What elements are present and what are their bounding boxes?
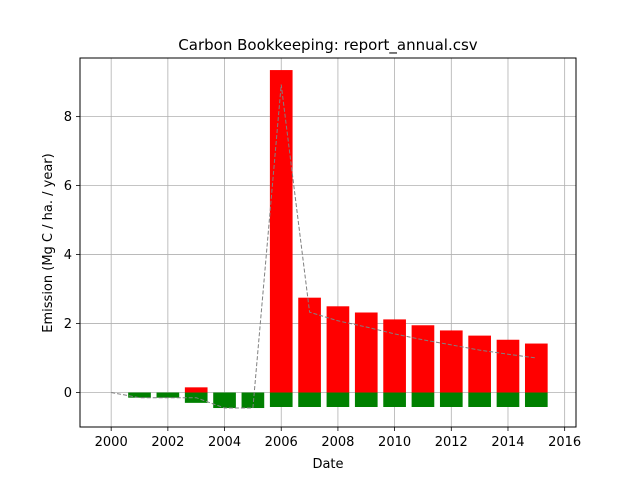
uptake-bar [439, 392, 463, 407]
grid-lines [80, 58, 576, 427]
x-tick-label: 2000 [95, 435, 128, 450]
uptake-bar [241, 392, 265, 409]
x-tick-label: 2014 [491, 435, 524, 450]
y-tick-label: 4 [64, 248, 72, 263]
y-tick-label: 0 [64, 386, 72, 401]
axis-ticks: 2000 2002 2004 2006 2008 2010 2012 2014 2016 0 2 4 6… [64, 110, 581, 450]
emission-bar [354, 312, 378, 393]
emission-bar [496, 339, 520, 393]
emission-bar [269, 70, 293, 393]
uptake-bar [156, 392, 180, 398]
uptake-bar [326, 392, 350, 407]
x-tick-label: 2010 [378, 435, 411, 450]
x-tick-label: 2012 [435, 435, 468, 450]
uptake-bar [213, 392, 236, 409]
x-tick-label: 2008 [321, 435, 354, 450]
uptake-bar [383, 392, 406, 407]
chart-title: Carbon Bookkeeping: report_annual.csv [178, 36, 478, 55]
y-axis-label: Emission (Mg C / ha. / year) [41, 153, 56, 332]
emission-bar [298, 297, 321, 393]
emission-bar [411, 325, 435, 393]
x-tick-label: 2006 [265, 435, 298, 450]
uptake-bar [269, 392, 293, 407]
emission-bar [439, 330, 463, 393]
uptake-bar [354, 392, 378, 407]
y-tick-label: 2 [64, 317, 72, 332]
x-tick-label: 2002 [151, 435, 184, 450]
x-axis-label: Date [312, 457, 343, 472]
y-tick-label: 6 [64, 179, 72, 194]
x-tick-label: 2004 [208, 435, 241, 450]
uptake-bar [298, 392, 321, 407]
uptake-bar [468, 392, 491, 407]
plot-frame [79, 57, 577, 428]
emission-bar [383, 319, 406, 393]
emission-bar [326, 306, 350, 393]
uptake-bar [524, 392, 548, 407]
emission-bar [524, 343, 548, 393]
y-tick-label: 8 [64, 110, 72, 125]
uptake-bar [411, 392, 435, 407]
x-tick-label: 2016 [548, 435, 581, 450]
uptake-bar [496, 392, 520, 407]
uptake-bar [128, 392, 151, 398]
emission-bar [468, 335, 491, 393]
emission-bar [184, 387, 208, 393]
